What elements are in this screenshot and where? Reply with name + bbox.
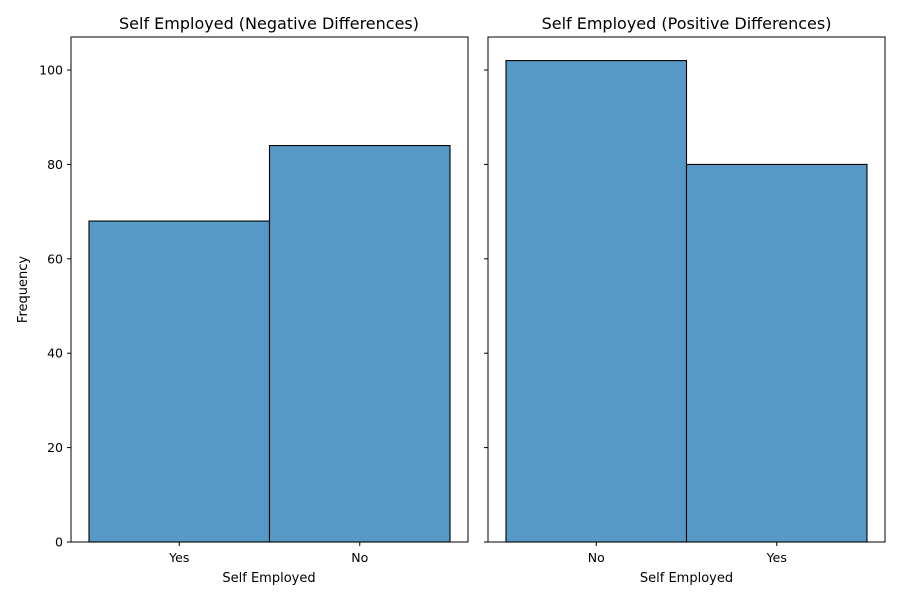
- bar-yes: [685, 163, 868, 543]
- bar-group: [88, 145, 451, 543]
- chart-positive-differences: Self Employed (Positive Differences) Sel…: [484, 14, 886, 586]
- x-tick-label: Yes: [168, 550, 189, 565]
- x-tick-label: No: [351, 550, 368, 565]
- plot-frame: [70, 36, 469, 543]
- plot-frame: [487, 36, 886, 543]
- bar-no: [268, 145, 451, 543]
- chart-negative-differences: Self Employed (Negative Differences) Sel…: [16, 14, 469, 586]
- y-tick-label: 20: [47, 440, 63, 455]
- x-ticks: Yes No: [168, 542, 368, 565]
- bar-group: [505, 60, 868, 543]
- y-tick-label: 60: [47, 251, 63, 266]
- chart-title: Self Employed (Negative Differences): [119, 14, 419, 33]
- x-axis-label: Self Employed: [222, 571, 315, 586]
- x-axis-label: Self Employed: [640, 571, 733, 586]
- y-ticks: 0 20 40 60 80 100: [39, 63, 71, 550]
- x-tick-label: Yes: [766, 550, 787, 565]
- y-ticks: [484, 69, 488, 543]
- x-tick-label: No: [588, 550, 605, 565]
- bar-no: [505, 60, 688, 543]
- y-tick-label: 100: [39, 63, 63, 78]
- chart-title: Self Employed (Positive Differences): [542, 14, 832, 33]
- y-tick-label: 80: [47, 157, 63, 172]
- bar-yes: [88, 220, 271, 543]
- y-tick-label: 40: [47, 346, 63, 361]
- y-tick-label: 0: [55, 535, 63, 550]
- x-ticks: No Yes: [588, 542, 787, 565]
- y-axis-label: Frequency: [16, 256, 31, 323]
